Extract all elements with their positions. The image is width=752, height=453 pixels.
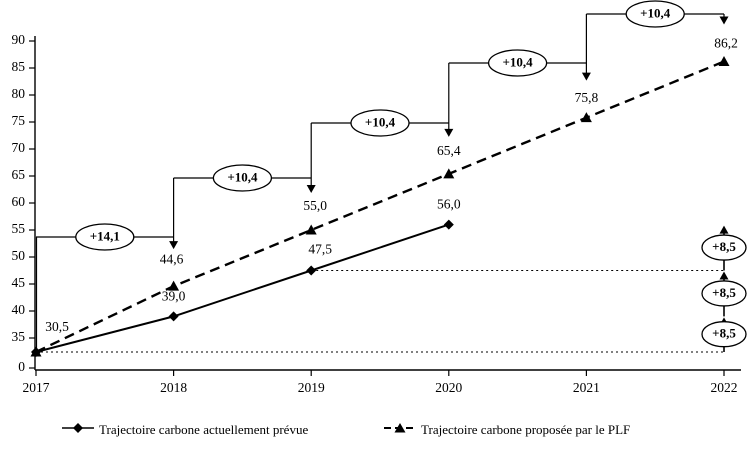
step-annotation-ellipse (212, 164, 273, 192)
data-point-triangle-icon (168, 280, 180, 291)
series-line-1 (35, 60, 725, 354)
series-line-0 (35, 223, 450, 353)
point-label: 55,0 (303, 198, 327, 213)
point-label: 44,6 (160, 251, 184, 266)
y-tick-label: 0 (18, 359, 25, 374)
data-point-triangle-icon (718, 56, 730, 67)
step-annotation-label: +10,4 (227, 169, 258, 184)
y-tick-label: 35 (12, 329, 26, 344)
y-tick-label: 65 (12, 167, 26, 182)
down-arrow-icon (444, 128, 454, 137)
y-tick-label: 40 (12, 302, 26, 317)
increment-annotation-ellipse (701, 280, 747, 307)
y-tick-label: 85 (12, 59, 26, 74)
x-tick-label: 2017 (23, 380, 50, 395)
y-tick-label: 80 (12, 86, 26, 101)
y-tick-label: 70 (12, 140, 26, 155)
legend-solid-diamond-marker-icon (62, 422, 94, 438)
data-point-diamond-icon (306, 265, 317, 276)
legend-item-current-trajectory: Trajectoire carbone actuellement prévue (62, 422, 308, 438)
y-tick-label: 90 (12, 32, 26, 47)
point-label: 75,8 (575, 90, 599, 105)
down-arrow-icon (581, 72, 591, 81)
up-arrow-icon (719, 225, 729, 234)
legend-series-0-label: Trajectoire carbone actuellement prévue (99, 422, 309, 437)
down-arrow-icon (169, 241, 179, 250)
up-arrow-icon (719, 271, 729, 280)
increment-annotation-ellipse (701, 321, 747, 348)
data-point-diamond-icon (168, 311, 179, 322)
x-tick-label: 2019 (298, 380, 325, 395)
point-label: 86,2 (714, 36, 738, 51)
step-annotation-ellipse (487, 49, 548, 77)
point-label: 47,5 (308, 242, 332, 257)
x-tick-label: 2021 (573, 380, 600, 395)
step-annotation-label: +10,4 (503, 54, 534, 69)
step-annotation-label: +10,4 (640, 5, 671, 20)
legend-item-plf-trajectory: Trajectoire carbone proposée par le PLF (384, 422, 630, 438)
data-point-diamond-icon (443, 219, 454, 230)
data-point-triangle-icon (30, 346, 42, 357)
down-arrow-icon (719, 16, 729, 25)
x-tick-label: 2022 (711, 380, 738, 395)
increment-annotation-label: +8,5 (712, 285, 736, 300)
point-label: 30,5 (45, 319, 69, 334)
legend-dashed-triangle-marker-icon (384, 422, 416, 438)
data-point-triangle-icon (305, 224, 317, 235)
legend-series-1-label: Trajectoire carbone proposée par le PLF (421, 422, 631, 437)
y-tick-label: 60 (12, 194, 26, 209)
y-tick-label: 75 (12, 113, 26, 128)
step-annotation-label: +14,1 (90, 228, 120, 243)
y-tick-label: 55 (12, 221, 26, 236)
point-label: 56,0 (437, 197, 461, 212)
step-annotation-ellipse (350, 109, 410, 137)
increment-annotation-label: +8,5 (712, 239, 736, 254)
step-annotation-ellipse (75, 223, 135, 251)
y-tick-label: 50 (12, 248, 26, 263)
data-point-triangle-icon (443, 168, 455, 179)
increment-annotation-label: +8,5 (712, 326, 736, 341)
down-arrow-icon (306, 185, 316, 193)
x-tick-label: 2020 (435, 380, 462, 395)
x-tick-label: 2018 (160, 380, 187, 395)
point-label: 39,0 (162, 288, 186, 303)
increment-annotation-ellipse (701, 234, 747, 261)
data-point-triangle-icon (580, 112, 592, 123)
chart-legend: Trajectoire carbone actuellement prévue … (0, 422, 752, 442)
step-annotation-ellipse (625, 0, 685, 28)
y-tick-label: 45 (12, 275, 26, 290)
step-annotation-label: +10,4 (365, 114, 396, 129)
point-label: 65,4 (437, 143, 461, 158)
